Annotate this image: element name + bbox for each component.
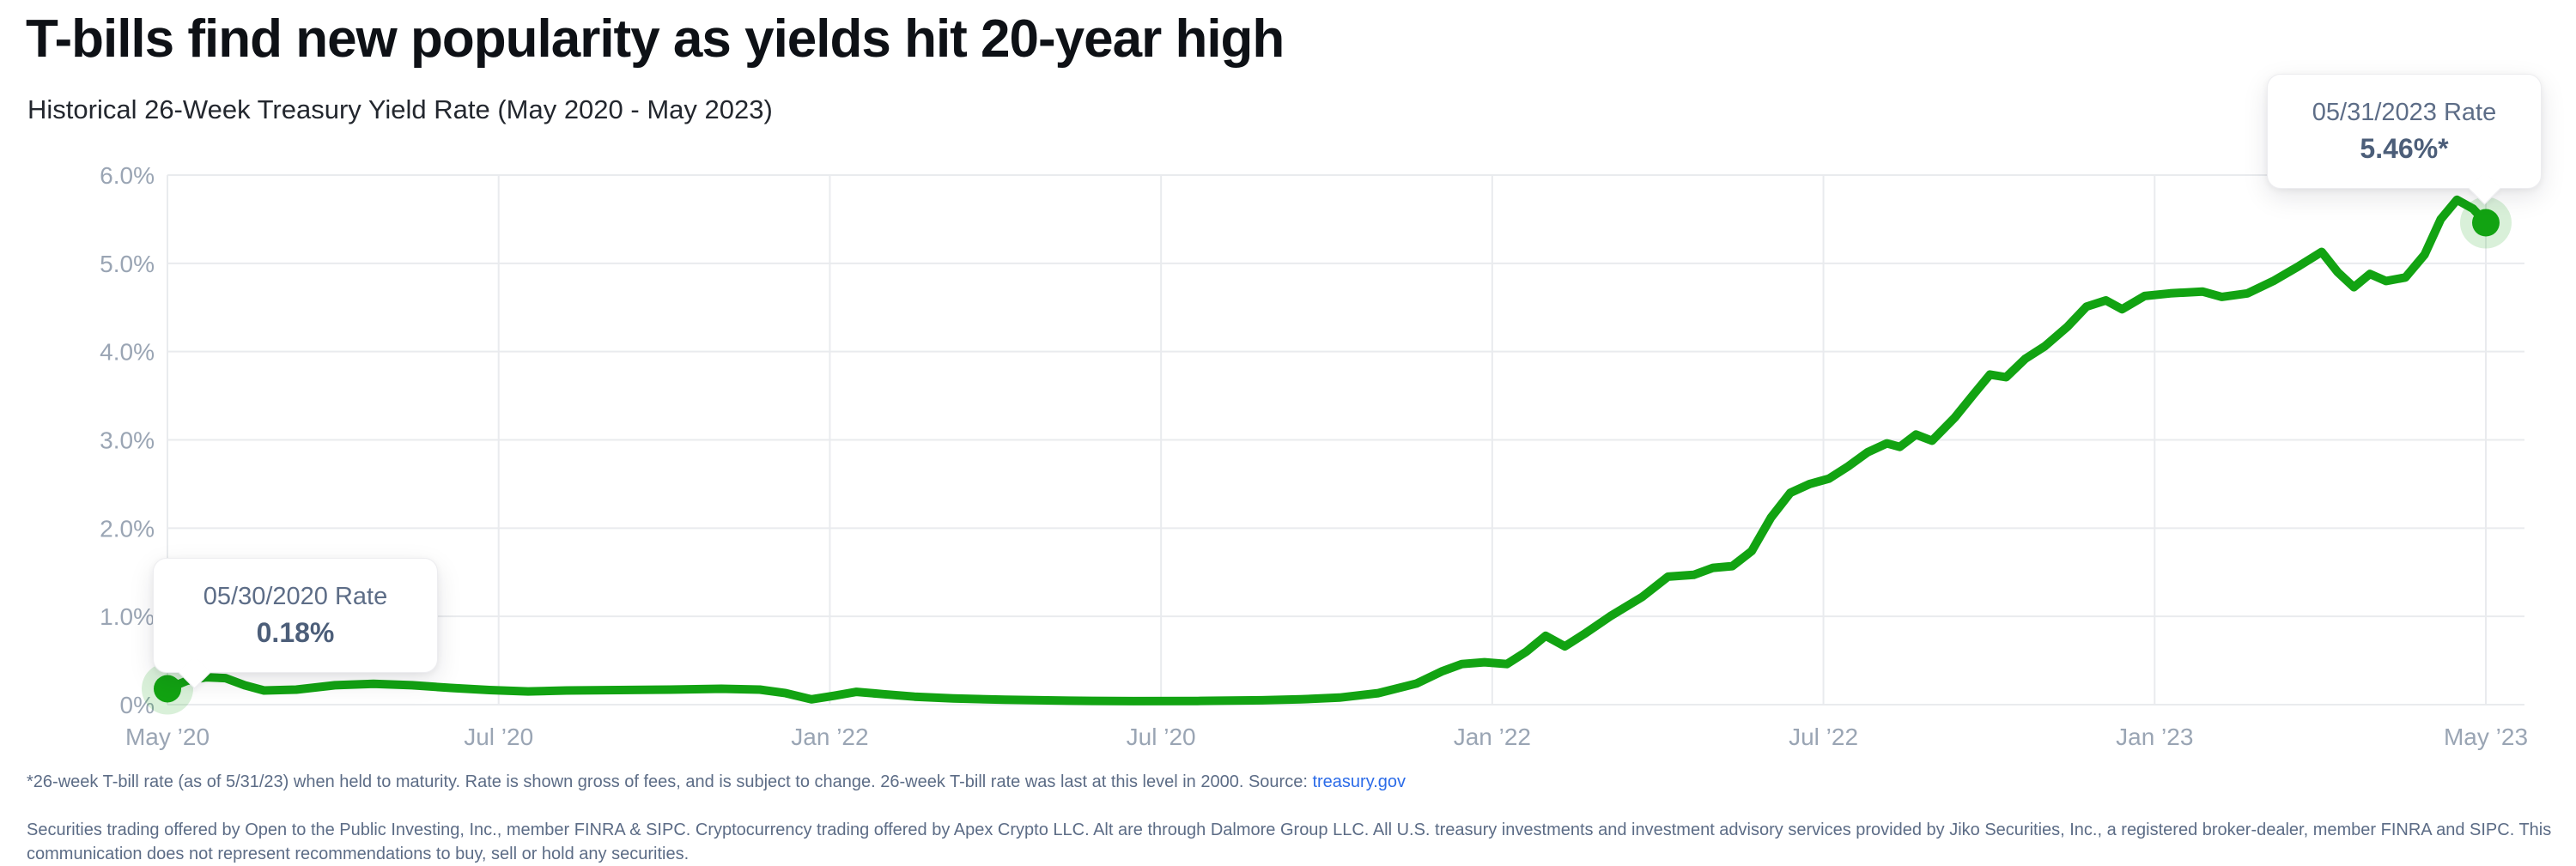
tooltip-2023-date-label: 05/31/2023 Rate [2312,98,2497,126]
tooltip-2020-rate: 05/30/2020 Rate 0.18% [153,558,438,690]
tooltip-2023-rate: 05/31/2023 Rate 5.46%* [2267,73,2542,205]
x-axis-tick-label: Jan ’22 [791,724,868,750]
yield-line-series [163,195,2490,706]
tooltip-2023-value: 5.46%* [2360,132,2449,164]
page-subtitle: Historical 26-Week Treasury Yield Rate (… [27,94,773,124]
tooltip-2020-value: 0.18% [256,617,335,649]
data-point-dot [2472,209,2500,237]
footnote-text: *26-week T-bill rate (as of 5/31/23) whe… [27,772,1313,791]
y-axis-tick-label: 2.0% [100,515,155,542]
tooltip-2020-date-label: 05/30/2020 Rate [203,583,388,611]
x-axis-tick-label: Jul ’20 [1127,724,1196,750]
y-axis-tick-label: 0% [120,692,155,718]
x-axis-tick-label: Jan ’22 [1454,724,1531,750]
y-axis-tick-label: 5.0% [100,251,155,277]
x-axis-tick-label: Jul ’20 [464,724,533,750]
page-title: T-bills find new popularity as yields hi… [26,9,1285,69]
footnote: *26-week T-bill rate (as of 5/31/23) whe… [27,772,2551,792]
legal-disclaimer: Securities trading offered by Open to th… [27,821,2552,863]
y-axis-tick-label: 1.0% [100,603,155,630]
x-axis-tick-label: May ’23 [2444,724,2528,750]
x-axis-tick-label: Jan ’23 [2116,724,2193,750]
y-axis-tick-label: 4.0% [100,339,155,366]
data-point-dot [154,675,181,703]
y-axis-tick-label: 3.0% [100,427,155,454]
treasury-gov-link[interactable]: treasury.gov [1312,772,1406,791]
x-axis-tick-label: May ’20 [125,724,210,750]
x-axis-tick-label: Jul ’22 [1789,724,1858,750]
y-axis-tick-label: 6.0% [100,162,155,189]
